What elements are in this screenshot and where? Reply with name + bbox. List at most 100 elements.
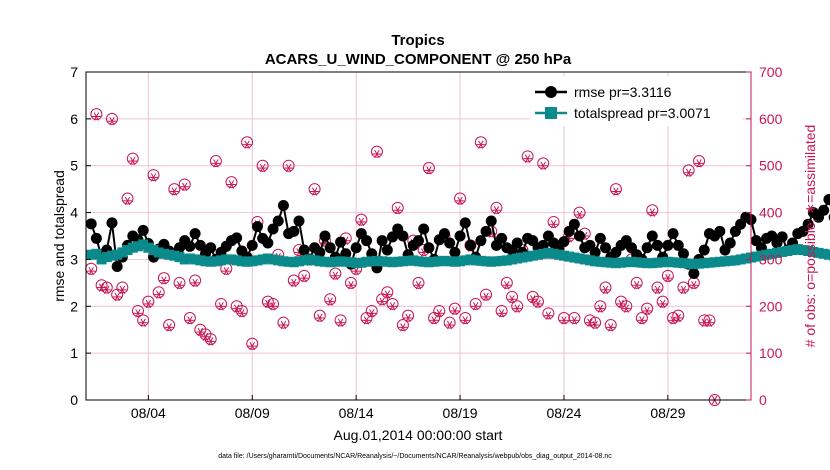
y2-tick-label: 700: [759, 64, 783, 80]
totalspread-point: [808, 246, 819, 257]
totalspread-point: [309, 255, 320, 266]
obs-assimilated-point: [476, 140, 486, 149]
obs-assimilated-point: [621, 304, 631, 313]
obs-possible-point: [241, 136, 254, 149]
rmse-point: [496, 232, 508, 244]
obs-assimilated-point: [684, 168, 694, 177]
totalspread-point: [751, 251, 762, 262]
totalspread-point: [138, 239, 149, 250]
y2-tick-label: 500: [759, 158, 783, 174]
obs-assimilated-point: [325, 297, 335, 306]
obs-possible-point: [604, 319, 617, 332]
obs-possible-point: [573, 206, 586, 219]
totalspread-point: [210, 256, 221, 267]
obs-possible-point: [500, 276, 513, 289]
obs-assimilated-point: [242, 140, 252, 149]
obs-assimilated-point: [123, 196, 133, 206]
obs-possible-point: [474, 136, 487, 149]
totalspread-point: [626, 256, 637, 267]
totalspread-point: [247, 256, 258, 267]
totalspread-point: [600, 257, 611, 268]
rmse-point: [600, 242, 612, 254]
totalspread-point: [356, 257, 367, 268]
obs-possible-point: [703, 314, 716, 327]
obs-possible-point: [630, 276, 643, 289]
rmse-point: [361, 235, 373, 247]
obs-possible-point: [599, 281, 612, 294]
rmse-point: [106, 217, 118, 229]
totalspread-point: [86, 249, 97, 260]
obs-possible-point: [511, 300, 524, 313]
totalspread-point: [325, 257, 336, 268]
obs-possible-point: [428, 312, 441, 324]
obs-possible-point: [329, 267, 342, 280]
obs-possible-point: [163, 319, 176, 332]
totalspread-point: [278, 256, 289, 267]
obs-assimilated-point: [175, 281, 185, 290]
totalspread-point: [195, 255, 206, 266]
totalspread-point: [455, 256, 466, 267]
obs-assimilated-point: [164, 323, 174, 332]
rmse-point: [438, 228, 450, 240]
totalspread-point: [553, 249, 564, 260]
rmse-point: [272, 215, 284, 227]
y2-tick-label: 400: [759, 205, 783, 221]
obs-assimilated-point: [299, 274, 309, 283]
obs-possible-point: [277, 316, 290, 329]
rmse-point: [459, 217, 471, 229]
obs-possible-point: [594, 300, 607, 313]
obs-possible-point: [90, 108, 103, 121]
totalspread-point: [777, 246, 788, 257]
axis-ticks: 08/04 08/09 08/14 08/19 08/24 08/29 0 100 200 300…: [70, 64, 782, 421]
totalspread-point: [694, 258, 705, 269]
legend-marker-totalspread: [545, 107, 557, 119]
totalspread-point: [335, 256, 346, 267]
totalspread-point: [397, 256, 408, 267]
y-axis-label: rmse and totalspread: [51, 170, 67, 302]
obs-assimilated-point: [647, 208, 657, 217]
totalspread-point: [481, 256, 492, 267]
rmse-point: [267, 223, 279, 235]
obs-possible-point: [521, 150, 534, 163]
obs-possible-point: [178, 178, 191, 191]
obs-assimilated-point: [543, 311, 553, 320]
obs-possible-point: [620, 300, 633, 313]
x-tick-label: 08/29: [650, 405, 685, 421]
totalspread-point: [371, 255, 382, 266]
rmse-point: [802, 218, 814, 230]
totalspread-point: [486, 256, 497, 267]
totalspread-point: [444, 256, 455, 267]
obs-assimilated-point: [502, 281, 512, 290]
obs-assimilated-point: [429, 316, 439, 325]
obs-assimilated-point: [434, 309, 444, 318]
obs-possible-point: [391, 201, 404, 214]
totalspread-point: [200, 256, 211, 267]
totalspread-point: [122, 245, 133, 256]
obs-assimilated-point: [107, 117, 117, 126]
obs-assimilated-point: [414, 281, 423, 290]
x-tick-label: 08/09: [235, 405, 270, 421]
rmse-point: [335, 236, 347, 248]
totalspread-point: [299, 255, 310, 266]
obs-possible-point: [433, 304, 446, 317]
rmse-point: [594, 232, 606, 244]
obs-assimilated-point: [377, 297, 387, 306]
y-tick-label: 2: [70, 298, 78, 314]
obs-possible-point: [422, 162, 435, 175]
obs-possible-point: [365, 304, 378, 317]
totalspread-point: [813, 247, 824, 258]
rmse-point: [480, 225, 492, 237]
obs-possible-point: [261, 295, 274, 308]
totalspread-point: [574, 253, 585, 264]
rmse-point: [589, 246, 601, 258]
obs-assimilated-point: [278, 320, 288, 330]
y-tick-label: 5: [70, 158, 78, 174]
rmse-point: [698, 244, 710, 256]
legend: rmse pr=3.3116 totalspread pr=3.0071: [530, 76, 742, 126]
totalspread-point: [636, 257, 647, 268]
totalspread-point: [558, 250, 569, 261]
obs-possible-point: [370, 145, 383, 158]
x-tick-label: 08/19: [443, 405, 478, 421]
obs-possible-point: [583, 314, 596, 327]
